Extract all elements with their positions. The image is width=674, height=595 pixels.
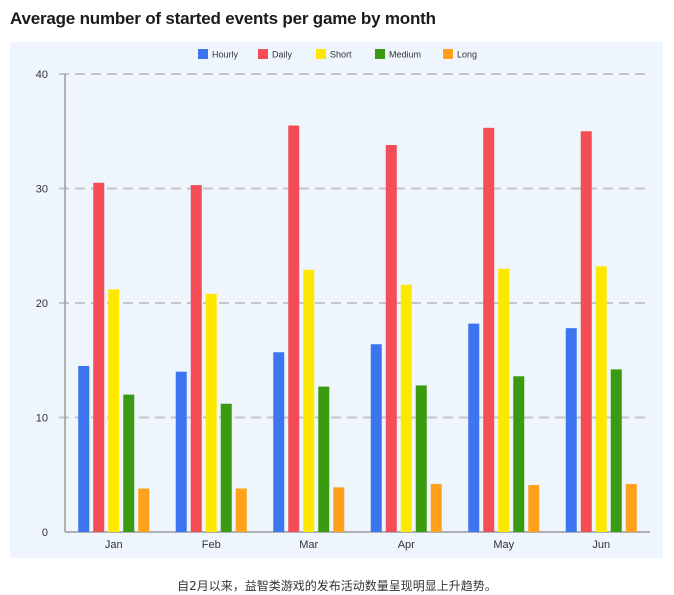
y-tick-label: 40 — [36, 69, 48, 81]
legend-label-short: Short — [330, 50, 352, 60]
bar-short-feb — [205, 293, 217, 532]
bar-hourly-jun — [565, 328, 577, 532]
legend-swatch-medium — [375, 49, 385, 59]
x-tick-label: May — [493, 539, 514, 551]
bar-short-apr — [400, 284, 412, 532]
x-tick-label: Apr — [398, 539, 415, 551]
bar-hourly-jan — [78, 365, 90, 532]
bar-medium-mar — [318, 386, 330, 532]
bar-daily-may — [483, 127, 495, 532]
bar-daily-mar — [288, 125, 300, 533]
y-tick-label: 20 — [36, 298, 48, 310]
y-tick-label: 10 — [36, 413, 48, 425]
bar-long-may — [528, 485, 540, 532]
bar-short-mar — [303, 269, 315, 532]
bar-medium-jun — [610, 369, 622, 532]
bar-medium-apr — [415, 385, 427, 532]
bar-long-mar — [333, 487, 345, 532]
legend-swatch-long — [443, 49, 453, 59]
y-tick-label: 30 — [36, 184, 48, 196]
legend-label-hourly: Hourly — [212, 50, 239, 60]
bar-long-apr — [430, 483, 442, 532]
legend-swatch-short — [316, 49, 326, 59]
bar-daily-apr — [385, 144, 397, 532]
bar-medium-jan — [123, 394, 135, 532]
chart-caption: 自2月以来，益智类游戏的发布活动数量呈现明显上升趋势。 — [177, 579, 497, 593]
legend-label-medium: Medium — [389, 50, 421, 60]
bar-hourly-may — [468, 323, 480, 532]
y-tick-label: 0 — [42, 527, 48, 539]
legend-label-daily: Daily — [272, 50, 293, 60]
legend-label-long: Long — [457, 50, 477, 60]
bar-medium-feb — [220, 403, 232, 532]
x-tick-label: Feb — [202, 539, 221, 551]
bar-short-jun — [595, 266, 607, 532]
x-tick-label: Mar — [299, 539, 318, 551]
bar-hourly-feb — [175, 371, 187, 532]
bar-long-jun — [625, 483, 637, 532]
bar-daily-feb — [190, 185, 202, 532]
bar-short-jan — [108, 289, 120, 532]
bar-hourly-apr — [370, 344, 382, 532]
chart-title: Average number of started events per gam… — [10, 9, 436, 28]
bar-short-may — [498, 268, 510, 532]
legend-swatch-daily — [258, 49, 268, 59]
bar-daily-jan — [93, 182, 105, 532]
x-tick-label: Jun — [592, 539, 610, 551]
bar-long-feb — [235, 488, 247, 532]
x-tick-label: Jan — [105, 539, 123, 551]
chart-panel: 0 10 20 30 40 Jan Feb Mar Apr May Jun Hourly Daily Sh… — [10, 42, 663, 558]
legend-swatch-hourly — [198, 49, 208, 59]
bar-medium-may — [513, 376, 525, 532]
bar-chart: 0 10 20 30 40 Jan Feb Mar Apr May Jun Hourly Daily Sh… — [36, 49, 650, 551]
bar-daily-jun — [580, 131, 592, 532]
bar-long-jan — [138, 488, 150, 532]
bar-hourly-mar — [273, 352, 285, 532]
